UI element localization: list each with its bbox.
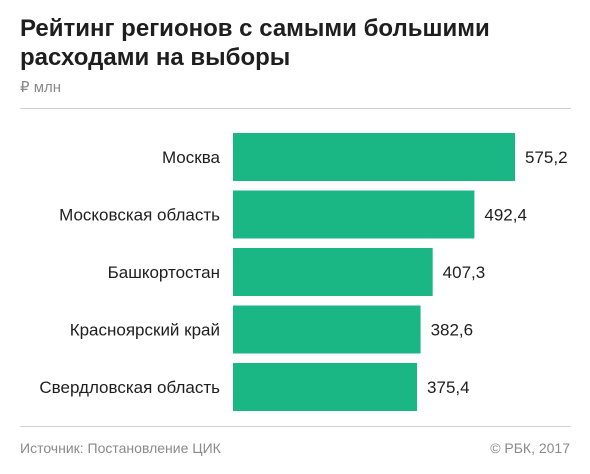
category-label: Башкортостан xyxy=(108,263,220,282)
unit-label: ₽ млн xyxy=(20,79,62,96)
value-label: 375,4 xyxy=(427,378,470,397)
category-label: Красноярский край xyxy=(70,321,220,340)
copyright-note: © РБК, 2017 xyxy=(490,440,570,456)
category-label: Москва xyxy=(162,148,221,167)
bar xyxy=(233,363,418,411)
value-label: 407,3 xyxy=(443,263,486,282)
category-label: Московская область xyxy=(59,206,220,225)
source-note: Источник: Постановление ЦИК xyxy=(20,440,221,456)
value-label: 492,4 xyxy=(484,206,527,225)
category-label: Свердловская область xyxy=(39,378,220,397)
bar xyxy=(233,248,433,296)
bottom-divider xyxy=(20,426,571,427)
bar xyxy=(233,190,475,239)
value-label: 575,2 xyxy=(525,148,568,167)
value-label: 382,6 xyxy=(431,321,474,340)
chart-title: Рейтинг регионов с самыми большими расхо… xyxy=(20,15,490,71)
bar xyxy=(233,133,515,181)
bar xyxy=(233,305,421,354)
top-divider xyxy=(20,108,571,109)
